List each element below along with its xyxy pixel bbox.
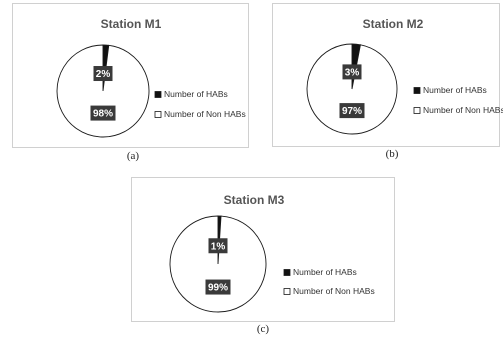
data-label-non-hab: 99% [208,283,228,294]
legend-swatch-hab [413,87,421,94]
legend: Number of HABs Number of Non HABs [283,267,375,296]
pie: 1% 99% [169,215,267,313]
legend-label-non-hab: Number of Non HABs [293,286,375,296]
chart-panel-m3: Station M3 1% 99% Number of HABs Number of… [131,177,395,322]
chart-title: Station M1 [101,17,162,31]
pie-slice-non-hab [56,44,150,138]
legend-label-non-hab: Number of Non HABs [164,109,246,119]
data-label-hab: 3% [345,67,360,78]
chart-panel-m1: Station M1 2% 98% Number of HABs Number of… [12,3,249,148]
legend: Number of HABs Number of Non HABs [413,85,503,115]
legend-swatch-non-hab [154,111,162,118]
pie: 3% 97% [306,43,398,135]
caption-c: (c) [256,323,270,335]
data-label-non-hab: 98% [93,109,113,120]
legend-label-hab: Number of HABs [164,89,228,99]
data-label-box-non-hab [205,279,231,295]
legend-swatch-non-hab [413,107,421,114]
data-label-box-hab [208,238,228,254]
data-label-box-hab [93,66,113,82]
legend-label-non-hab: Number of Non HABs [423,105,503,115]
chart-title: Station M2 [363,17,424,31]
caption-b: (b) [385,148,399,160]
pie-slice-non-hab [306,43,398,135]
legend-label-hab: Number of HABs [423,85,487,95]
legend-swatch-hab [283,269,291,276]
pie: 2% 98% [56,44,150,138]
data-label-hab: 1% [211,241,226,252]
caption-a: (a) [126,150,140,162]
data-label-box-hab [342,64,362,80]
chart-panel-m2: Station M2 3% 97% Number of HABs Number of… [272,3,503,147]
data-label-hab: 2% [96,69,111,80]
data-label-non-hab: 97% [342,106,362,117]
legend-swatch-hab [154,91,162,98]
chart-title: Station M3 [224,193,285,207]
pie-slice-non-hab [169,215,267,313]
legend-label-hab: Number of HABs [293,267,357,277]
legend-swatch-non-hab [283,288,291,295]
data-label-box-non-hab [90,105,116,121]
legend: Number of HABs Number of Non HABs [154,89,246,119]
data-label-box-non-hab [339,103,365,119]
